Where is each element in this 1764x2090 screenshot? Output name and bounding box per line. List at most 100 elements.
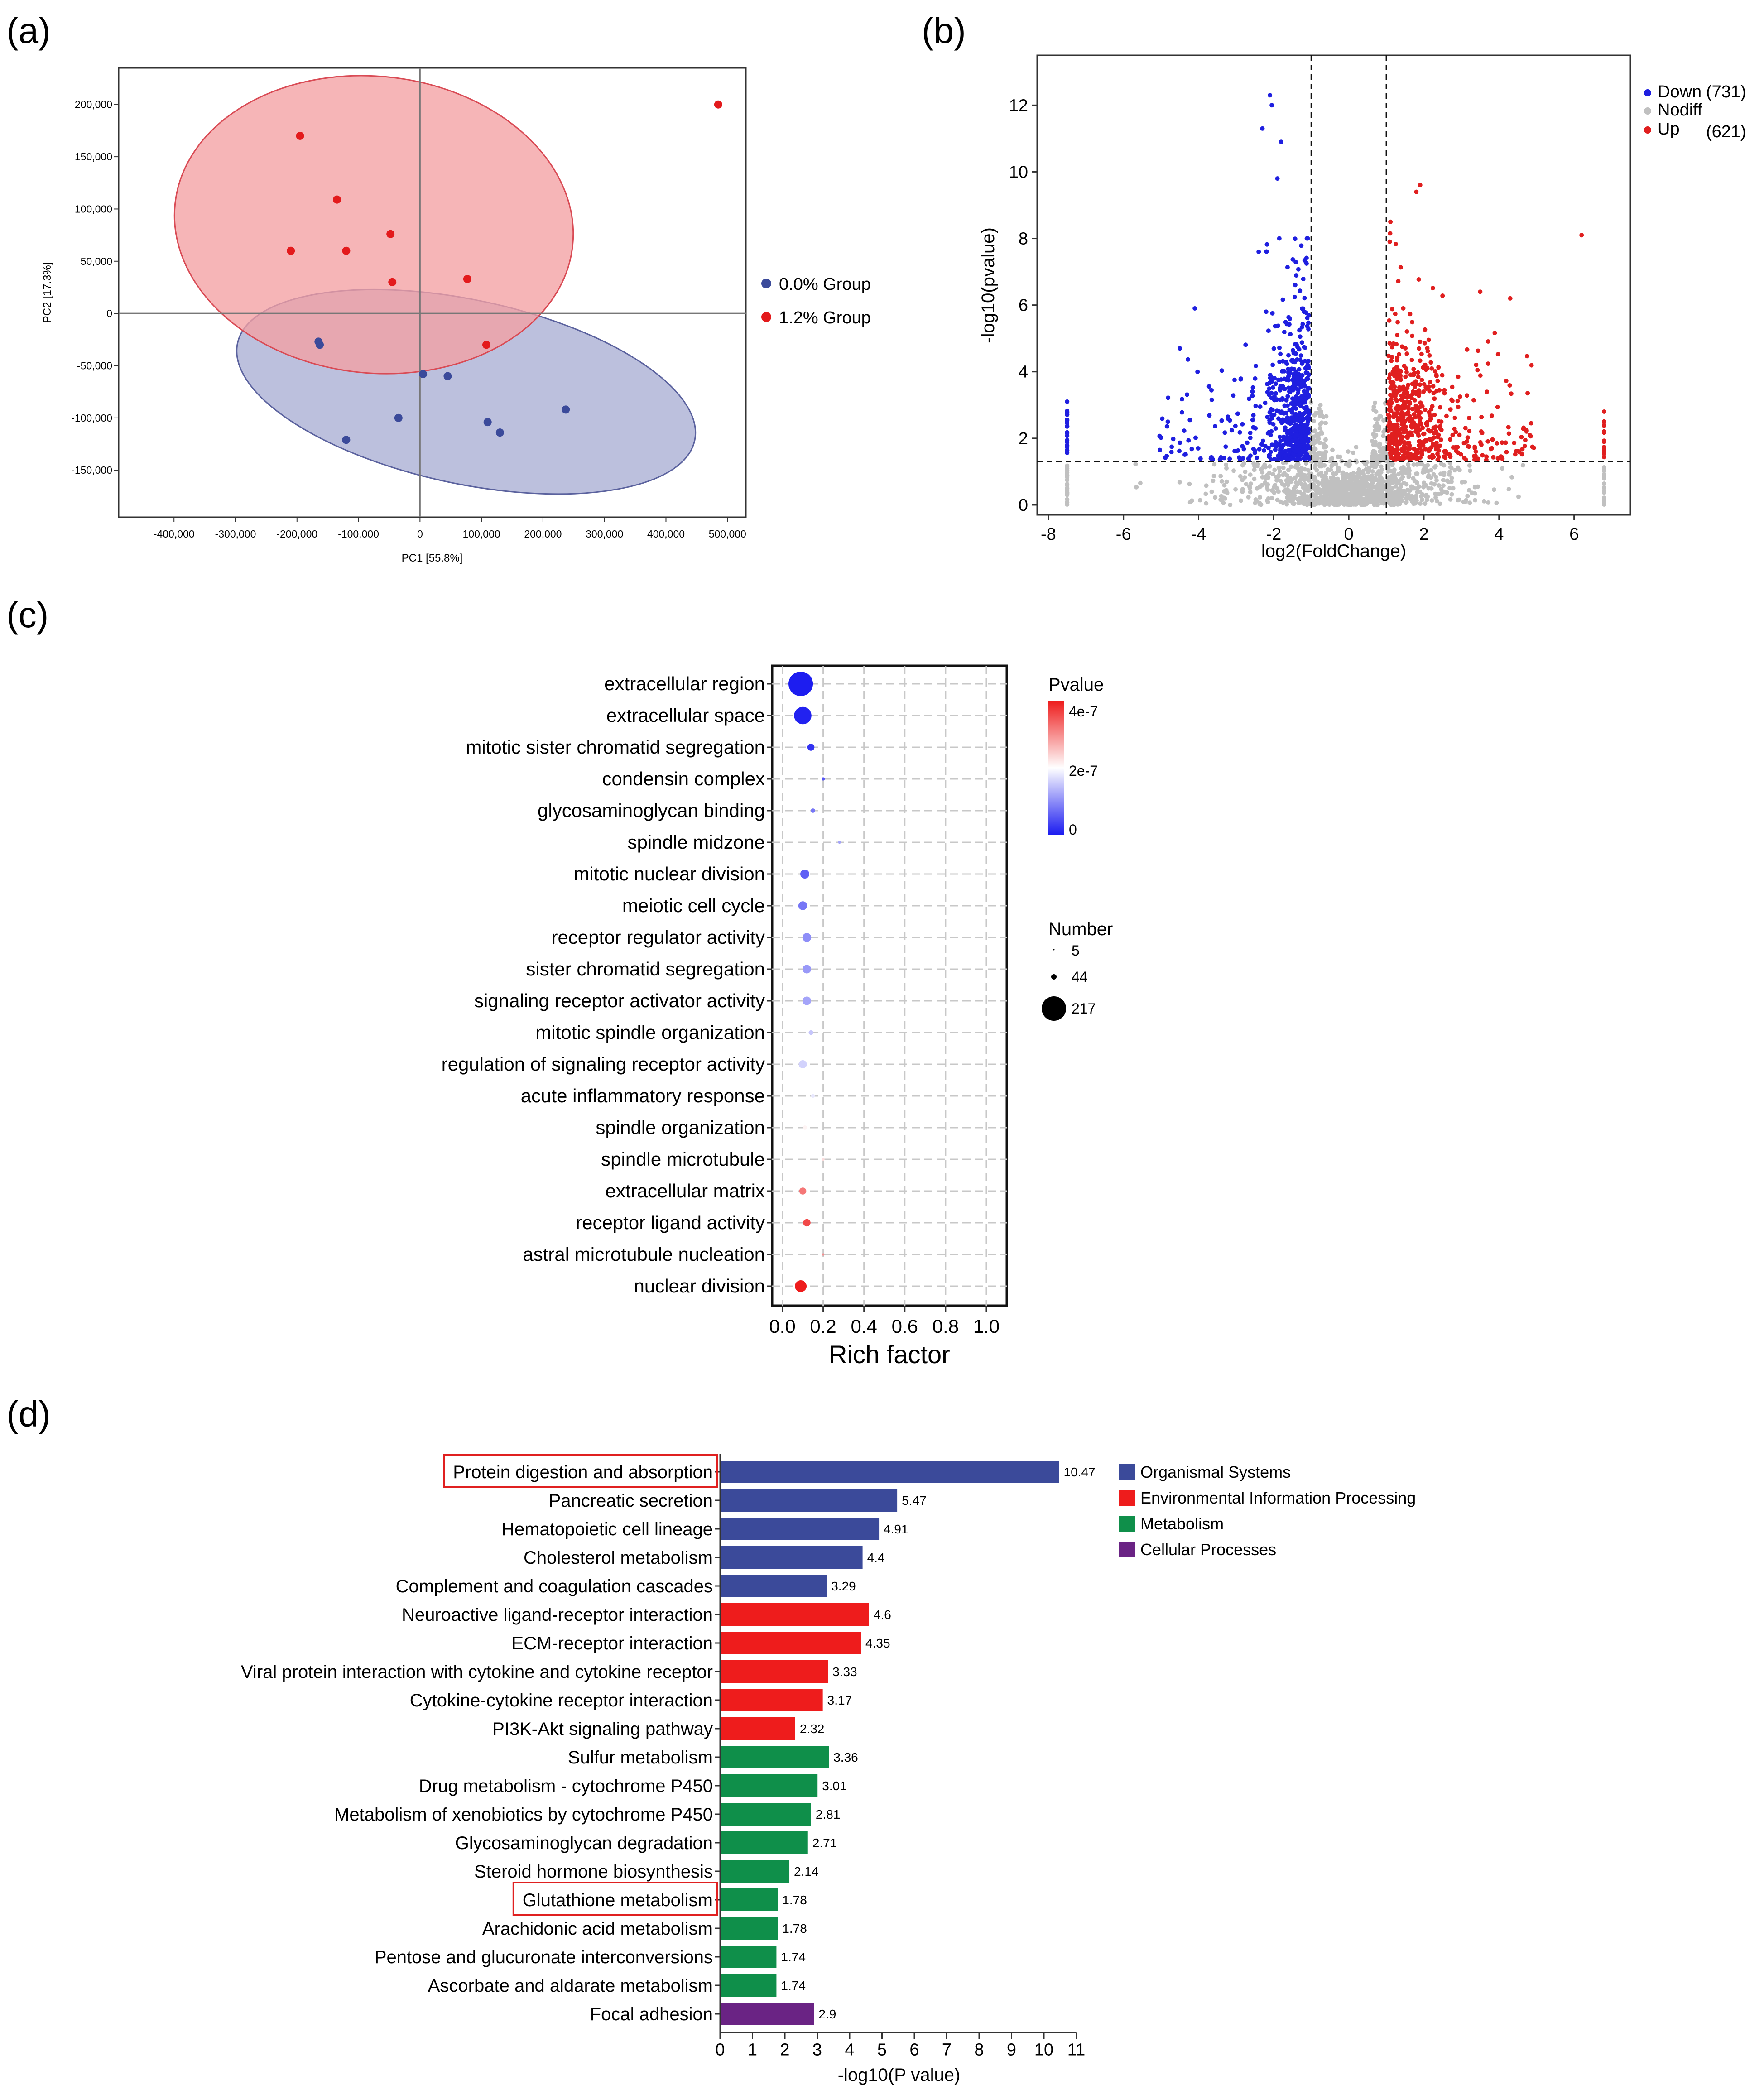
volcano-point <box>1330 447 1335 452</box>
go-x-tick-label: 1.0 <box>973 1316 1000 1337</box>
volcano-point <box>1341 495 1346 500</box>
volcano-point <box>1285 394 1290 399</box>
go-bubble <box>803 1219 811 1227</box>
kegg-bar <box>720 1888 778 1911</box>
volcano-point <box>1299 466 1304 471</box>
volcano-point <box>1415 370 1420 375</box>
volcano-point <box>1323 437 1328 442</box>
volcano-point <box>1428 360 1433 365</box>
volcano-point <box>1303 359 1307 364</box>
go-bubble-frame <box>771 664 1008 1307</box>
kegg-x-label: -log10(P value) <box>838 2065 961 2085</box>
volcano-point <box>1439 487 1444 492</box>
volcano-point <box>1602 409 1606 414</box>
volcano-point <box>1251 425 1256 430</box>
volcano-point <box>1415 471 1420 476</box>
volcano-point <box>1285 403 1290 408</box>
volcano-point <box>1307 456 1312 461</box>
volcano-point <box>1221 456 1226 461</box>
volcano-point <box>1375 502 1380 507</box>
volcano-point <box>1389 355 1394 360</box>
volcano-point <box>1219 368 1224 373</box>
volcano-point <box>1298 478 1303 483</box>
volcano-point <box>1413 415 1418 420</box>
volcano-point <box>1579 233 1584 238</box>
pca-x-tick-label: -400,000 <box>154 528 195 540</box>
volcano-point <box>1198 456 1203 461</box>
volcano-point <box>1463 426 1468 431</box>
volcano-point <box>1206 384 1211 389</box>
volcano-point <box>1277 345 1282 350</box>
volcano-point <box>1065 472 1070 477</box>
volcano-point <box>1284 398 1289 403</box>
volcano-point <box>1423 501 1428 506</box>
volcano-point <box>1404 351 1409 356</box>
volcano-point <box>1387 437 1392 441</box>
volcano-point <box>1374 477 1379 482</box>
kegg-value-label: 4.35 <box>865 1636 890 1650</box>
volcano-point <box>1394 492 1399 497</box>
volcano-point <box>1454 448 1458 453</box>
volcano-point <box>1266 392 1271 397</box>
volcano-point <box>1425 463 1430 468</box>
volcano-point <box>1298 419 1303 424</box>
volcano-point <box>1296 447 1301 452</box>
volcano-point <box>1285 473 1290 478</box>
go-size-legend-title: Number <box>1048 919 1113 939</box>
volcano-point <box>1240 422 1245 427</box>
volcano-point <box>1187 481 1192 486</box>
volcano-point <box>1377 426 1382 431</box>
volcano-point <box>1291 379 1296 384</box>
volcano-point <box>1414 448 1419 453</box>
volcano-point <box>1260 126 1265 131</box>
kegg-x-tick-label: 11 <box>1067 2041 1085 2060</box>
volcano-point <box>1277 451 1282 456</box>
volcano-point <box>1429 366 1434 371</box>
volcano-point <box>1506 425 1511 430</box>
pca-point <box>394 413 403 422</box>
volcano-point <box>1482 499 1487 504</box>
volcano-point <box>1416 432 1421 437</box>
volcano-point <box>1455 445 1460 450</box>
kegg-bar <box>720 1946 777 1968</box>
go-size-legend-label-2: 217 <box>1072 1000 1096 1017</box>
volcano-point <box>1391 388 1396 393</box>
kegg-term-label: Neuroactive ligand-receptor interaction <box>402 1605 713 1625</box>
volcano-point <box>1355 495 1360 500</box>
volcano-point <box>1278 351 1283 356</box>
go-term-label: extracellular matrix <box>606 1180 765 1201</box>
volcano-point <box>1203 491 1208 496</box>
go-color-legend-label-2: 0 <box>1069 822 1077 838</box>
volcano-point <box>1353 474 1358 479</box>
volcano-point <box>1373 495 1378 500</box>
volcano-point <box>1328 483 1333 488</box>
volcano-point <box>1303 345 1307 350</box>
volcano-point <box>1296 455 1300 460</box>
go-term-label: spindle microtubule <box>601 1148 765 1170</box>
volcano-point <box>1288 464 1293 469</box>
volcano-point <box>1602 481 1606 486</box>
volcano-point <box>1467 463 1472 468</box>
volcano-point <box>1506 487 1511 492</box>
pca-legend-marker-1 <box>761 312 771 322</box>
volcano-point <box>1317 491 1322 496</box>
volcano-point <box>1301 416 1306 421</box>
volcano-point <box>1373 400 1378 405</box>
volcano-point <box>1509 391 1514 396</box>
volcano-point <box>1260 475 1265 480</box>
kegg-bar-chart: Protein digestion and absorption Pancreat… <box>241 1454 1416 2085</box>
volcano-point <box>1287 322 1292 327</box>
volcano-point <box>1299 497 1304 502</box>
volcano-point <box>1465 494 1470 499</box>
volcano-point <box>1246 456 1251 461</box>
volcano-point <box>1261 464 1266 469</box>
volcano-point <box>1602 452 1606 456</box>
kegg-term-label: Viral protein interaction with cytokine … <box>241 1662 713 1682</box>
go-color-legend-label-1: 2e-7 <box>1069 763 1098 779</box>
volcano-point <box>1312 476 1317 480</box>
go-term-label: sister chromatid segregation <box>526 958 765 980</box>
volcano-point <box>1392 450 1397 455</box>
volcano-point <box>1418 183 1423 187</box>
volcano-point <box>1286 482 1291 487</box>
volcano-point <box>1239 498 1243 503</box>
